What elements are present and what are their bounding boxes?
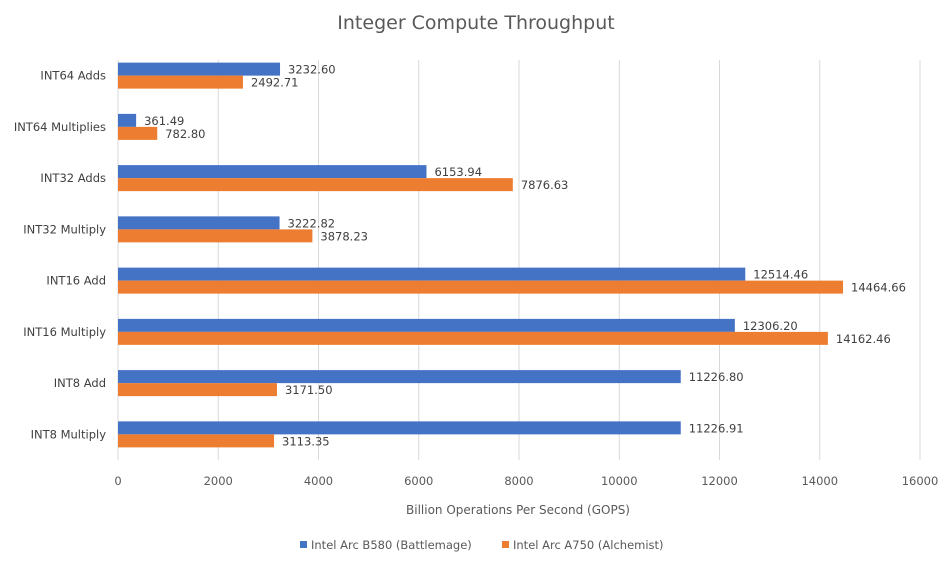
x-tick-label: 8000 bbox=[504, 474, 533, 488]
data-label: 3171.50 bbox=[285, 383, 333, 397]
x-tick-label: 14000 bbox=[801, 474, 838, 488]
data-label: 2492.71 bbox=[251, 76, 299, 90]
data-label: 3878.23 bbox=[320, 229, 368, 243]
category-label: INT8 Add bbox=[54, 376, 106, 390]
bar-b580 bbox=[118, 113, 137, 127]
x-tick-label: 4000 bbox=[304, 474, 333, 488]
x-tick-label: 2000 bbox=[204, 474, 233, 488]
bar-a750 bbox=[118, 229, 313, 243]
x-axis-title: Billion Operations Per Second (GOPS) bbox=[406, 503, 630, 517]
bar-b580 bbox=[118, 370, 681, 384]
category-label: INT64 Adds bbox=[40, 69, 106, 83]
bar-b580 bbox=[118, 267, 746, 281]
x-tick-label: 0 bbox=[114, 474, 121, 488]
category-label: INT16 Add bbox=[46, 274, 106, 288]
data-label: 12306.20 bbox=[743, 319, 798, 333]
legend-item[interactable]: Intel Arc A750 (Alchemist) bbox=[502, 538, 664, 552]
bar-a750 bbox=[118, 331, 828, 345]
bar-a750 bbox=[118, 280, 844, 294]
bar-b580 bbox=[118, 318, 735, 332]
data-label: 12514.46 bbox=[753, 268, 808, 282]
legend[interactable]: Intel Arc B580 (Battlemage) Intel Arc A75… bbox=[300, 538, 664, 552]
data-label: 361.49 bbox=[144, 114, 184, 128]
x-tick-label: 6000 bbox=[404, 474, 433, 488]
category-label: INT32 Multiply bbox=[23, 222, 106, 236]
legend-label: Intel Arc A750 (Alchemist) bbox=[513, 538, 664, 552]
gridlines bbox=[117, 60, 921, 460]
bar-a750 bbox=[118, 383, 277, 397]
bar-b580 bbox=[118, 165, 427, 179]
data-label: 3113.35 bbox=[282, 434, 330, 448]
x-axis-ticks: 0 2000 4000 6000 8000 10000 12000 14000 16000 bbox=[114, 474, 938, 488]
data-label: 11226.80 bbox=[689, 370, 744, 384]
category-label: INT8 Multiply bbox=[31, 427, 107, 441]
chart-title: Integer Compute Throughput bbox=[337, 12, 614, 34]
data-label: 7876.63 bbox=[521, 178, 569, 192]
x-tick-label: 12000 bbox=[701, 474, 738, 488]
bar-a750 bbox=[118, 75, 243, 89]
category-label: INT64 Multiplies bbox=[14, 120, 106, 134]
data-label: 782.80 bbox=[165, 127, 205, 141]
data-label: 3222.82 bbox=[288, 216, 336, 230]
legend-swatch bbox=[300, 541, 307, 548]
data-label: 14162.46 bbox=[836, 332, 891, 346]
category-labels: INT64 Adds INT64 Multiplies INT32 Adds INT3… bbox=[14, 69, 106, 442]
bar-a750 bbox=[118, 178, 513, 192]
x-tick-label: 16000 bbox=[902, 474, 939, 488]
category-label: INT16 Multiply bbox=[23, 325, 106, 339]
data-label: 6153.94 bbox=[434, 165, 482, 179]
bar-b580 bbox=[118, 421, 681, 435]
bar-b580 bbox=[118, 62, 281, 76]
bar-a750 bbox=[118, 434, 275, 448]
x-tick-label: 10000 bbox=[601, 474, 638, 488]
bar-b580 bbox=[118, 216, 280, 230]
category-label: INT32 Adds bbox=[40, 171, 106, 185]
bar-a750 bbox=[118, 126, 158, 140]
legend-swatch bbox=[502, 541, 509, 548]
legend-label: Intel Arc B580 (Battlemage) bbox=[311, 538, 472, 552]
data-label: 14464.66 bbox=[851, 281, 906, 295]
data-label: 11226.91 bbox=[689, 421, 744, 435]
legend-item[interactable]: Intel Arc B580 (Battlemage) bbox=[300, 538, 472, 552]
data-label: 3232.60 bbox=[288, 63, 336, 77]
